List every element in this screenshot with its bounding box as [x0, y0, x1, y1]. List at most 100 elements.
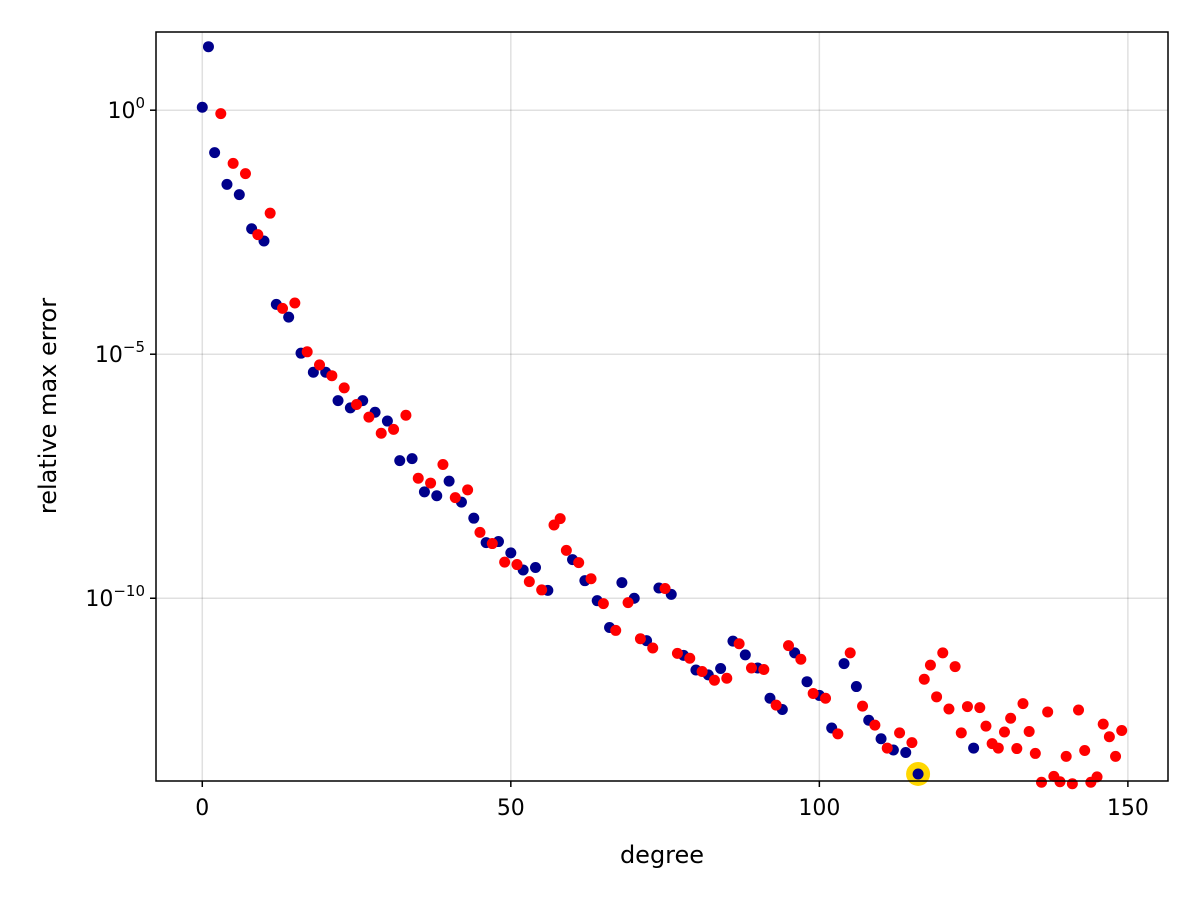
- data-point-series-2: [474, 526, 486, 538]
- data-point-series-2: [338, 382, 350, 394]
- data-point-series-1: [381, 415, 393, 427]
- data-point-series-2: [227, 157, 239, 169]
- data-point-series-2: [659, 583, 671, 595]
- data-point-series-2: [974, 702, 986, 714]
- data-point-series-1: [202, 41, 214, 53]
- data-point-series-2: [573, 557, 585, 569]
- data-point-series-1: [221, 178, 233, 190]
- data-point-series-2: [894, 727, 906, 739]
- data-point-series-2: [924, 659, 936, 671]
- data-point-series-1: [850, 681, 862, 693]
- x-tick-label: 0: [195, 796, 209, 821]
- data-point-series-1: [838, 658, 850, 670]
- data-point-series-2: [252, 229, 264, 241]
- data-point-series-2: [585, 573, 597, 585]
- x-tick-label: 100: [798, 796, 840, 821]
- data-point-series-1: [394, 455, 406, 467]
- data-point-series-2: [554, 513, 566, 525]
- data-point-series-2: [844, 647, 856, 659]
- data-point-series-2: [363, 411, 375, 423]
- data-point-series-1: [209, 147, 221, 159]
- data-point-series-2: [1011, 743, 1023, 755]
- data-point-series-1: [912, 768, 924, 780]
- data-point-series-2: [425, 477, 437, 489]
- data-point-series-2: [931, 691, 943, 703]
- data-point-series-2: [412, 472, 424, 484]
- data-point-series-1: [739, 649, 751, 661]
- data-point-series-2: [671, 647, 683, 659]
- data-point-series-1: [715, 663, 727, 675]
- data-point-series-1: [233, 189, 245, 201]
- data-point-series-1: [616, 577, 628, 589]
- data-point-series-1: [406, 453, 418, 465]
- data-point-series-1: [968, 742, 980, 754]
- x-tick-label: 150: [1107, 796, 1149, 821]
- data-point-series-2: [1116, 724, 1128, 736]
- data-point-series-1: [443, 475, 455, 487]
- data-point-series-2: [462, 484, 474, 496]
- data-point-series-2: [1029, 747, 1041, 759]
- data-point-series-2: [918, 673, 930, 685]
- data-point-series-2: [1042, 706, 1054, 718]
- data-point-series-2: [647, 642, 659, 654]
- data-point-series-2: [560, 544, 572, 556]
- y-tick-label: 10−10: [85, 582, 145, 612]
- data-point-series-1: [505, 547, 517, 559]
- data-point-series-2: [1079, 744, 1091, 756]
- y-tick-label: 100: [107, 94, 145, 124]
- data-point-series-2: [943, 703, 955, 715]
- data-point-series-2: [807, 687, 819, 699]
- data-point-series-2: [708, 674, 720, 686]
- data-point-series-2: [277, 302, 288, 314]
- data-point-series-2: [239, 168, 251, 180]
- data-point-series-2: [597, 598, 609, 610]
- data-point-series-2: [745, 662, 757, 674]
- data-point-series-2: [906, 737, 918, 749]
- data-point-series-2: [733, 638, 745, 650]
- data-point-series-2: [1036, 776, 1047, 788]
- data-point-series-2: [1060, 750, 1072, 762]
- data-point-series-2: [758, 663, 770, 675]
- data-point-series-1: [530, 561, 541, 573]
- data-point-series-2: [795, 653, 807, 665]
- data-point-series-2: [770, 699, 782, 711]
- data-point-series-2: [1005, 712, 1017, 724]
- data-point-series-2: [634, 633, 646, 645]
- x-axis-label: degree: [620, 841, 704, 869]
- data-point-series-2: [1066, 778, 1078, 790]
- data-point-series-2: [622, 597, 634, 609]
- data-point-series-2: [388, 423, 400, 435]
- data-point-series-2: [536, 584, 548, 596]
- data-point-series-2: [437, 458, 449, 470]
- data-point-series-2: [1023, 726, 1035, 737]
- data-point-series-2: [264, 207, 276, 219]
- data-point-series-2: [1017, 698, 1029, 710]
- data-point-series-2: [998, 726, 1010, 738]
- data-point-series-2: [486, 538, 498, 550]
- data-point-series-2: [1091, 771, 1103, 783]
- data-point-series-2: [351, 398, 363, 410]
- data-point-series-2: [301, 346, 313, 358]
- data-point-series-2: [1103, 731, 1115, 743]
- data-point-series-2: [937, 647, 949, 659]
- data-point-series-2: [949, 661, 961, 673]
- data-point-series-2: [375, 427, 387, 439]
- data-point-series-2: [314, 359, 326, 371]
- y-tick-label: 10−5: [95, 338, 145, 368]
- data-point-series-2: [869, 719, 881, 731]
- data-point-series-2: [449, 492, 461, 504]
- data-point-series-1: [468, 512, 480, 524]
- data-point-series-2: [326, 370, 338, 382]
- data-point-series-2: [961, 701, 973, 713]
- data-point-series-1: [307, 366, 319, 378]
- data-points: [196, 41, 1128, 790]
- data-point-series-1: [801, 676, 813, 688]
- plot-frame: [155, 31, 1169, 782]
- data-point-series-2: [1097, 718, 1109, 730]
- data-point-series-2: [721, 672, 733, 684]
- data-point-series-2: [820, 692, 832, 704]
- axis-ticks: 0 50 100 150 100 10−5 10−10: [85, 94, 1149, 821]
- data-point-series-2: [832, 728, 844, 740]
- data-point-series-1: [900, 746, 912, 758]
